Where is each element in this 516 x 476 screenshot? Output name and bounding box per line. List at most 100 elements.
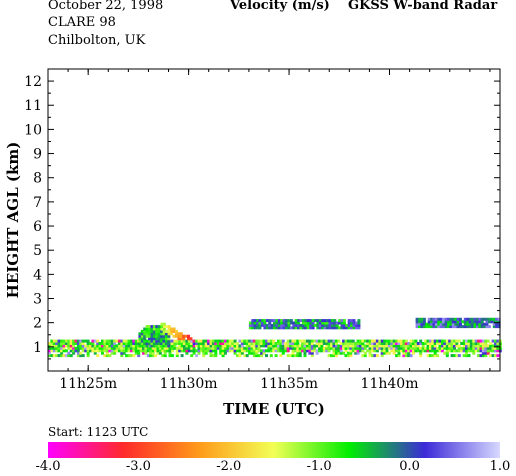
echo-pixel — [160, 344, 164, 348]
echo-pixel — [402, 351, 406, 355]
echo-pixel — [173, 346, 177, 350]
echo-pixel — [373, 349, 377, 353]
echo-pixel — [103, 354, 107, 358]
echo-pixel — [449, 317, 453, 321]
echo-pixel — [327, 342, 331, 345]
y-tick-label: 9 — [33, 147, 42, 163]
echo-pixel — [433, 346, 437, 350]
echo-pixel — [91, 342, 95, 345]
echo-pixel — [120, 339, 124, 343]
echo-pixel — [81, 349, 85, 353]
echo-pixel — [152, 334, 156, 338]
echo-pixel — [304, 319, 308, 323]
echo-pixel — [260, 342, 264, 345]
echo-pixel — [321, 323, 325, 327]
date-label: October 22, 1998 — [48, 0, 164, 13]
echo-pixel — [491, 346, 495, 350]
echo-pixel — [328, 323, 332, 327]
echo-pixel — [157, 325, 161, 329]
echo-pixel — [424, 346, 428, 350]
echo-pixel — [489, 349, 493, 353]
echo-pixel — [289, 326, 293, 330]
echo-pixel — [337, 339, 341, 343]
echo-pixel — [462, 349, 466, 353]
echo-pixel — [291, 342, 295, 345]
echo-pixel — [142, 351, 145, 355]
echo-pixel — [245, 346, 249, 350]
echo-pixel — [269, 342, 273, 345]
echo-pixel — [480, 325, 484, 329]
echo-pixel — [492, 320, 496, 324]
y-tick-label: 4 — [33, 267, 42, 283]
echo-pixel — [428, 344, 432, 348]
echo-pixel — [166, 346, 170, 350]
echo-pixel — [359, 339, 362, 343]
echo-pixel — [485, 320, 489, 324]
echo-pixel — [298, 339, 302, 343]
echo-pixel — [74, 342, 78, 345]
echo-pixel — [275, 323, 279, 327]
echo-pixel — [192, 346, 196, 350]
echo-pixel — [489, 346, 493, 350]
echo-pixel — [311, 326, 315, 330]
echo-pixel — [267, 346, 271, 350]
echo-pixel — [486, 346, 490, 350]
echo-pixel — [62, 339, 66, 343]
echo-pixel — [323, 321, 327, 325]
echo-pixel — [323, 319, 327, 323]
echo-pixel — [316, 319, 320, 323]
echo-pixel — [113, 349, 117, 353]
echo-pixel — [260, 344, 264, 348]
echo-pixel — [143, 342, 147, 345]
echo-pixel — [327, 339, 331, 343]
echo-pixel — [460, 342, 464, 345]
echo-pixel — [274, 349, 278, 353]
echo-pixel — [207, 346, 211, 350]
echo-pixel — [436, 342, 440, 345]
echo-pixel — [175, 339, 179, 343]
echo-pixel — [356, 351, 360, 355]
echo-pixel — [294, 319, 298, 323]
echo-pixel — [303, 354, 307, 358]
echo-pixel — [125, 354, 129, 358]
echo-pixel — [248, 351, 252, 355]
echo-pixel — [202, 342, 206, 345]
echo-pixel — [483, 322, 487, 326]
echo-pixel — [117, 344, 121, 348]
echo-pixel — [183, 346, 186, 350]
echo-pixel — [480, 320, 484, 324]
echo-pixel — [110, 344, 114, 348]
echo-pixel — [311, 323, 315, 327]
echo-pixel — [148, 334, 151, 338]
echo-pixel — [480, 322, 484, 326]
echo-pixel — [243, 346, 247, 350]
echo-pixel — [226, 342, 230, 345]
echo-pixel — [252, 342, 256, 345]
echo-pixel — [301, 339, 305, 343]
echo-pixel — [272, 339, 276, 343]
echo-pixel — [175, 346, 179, 350]
echo-pixel — [265, 339, 268, 343]
echo-pixel — [421, 344, 425, 348]
echo-pixel — [79, 354, 83, 358]
echo-pixel — [209, 346, 213, 350]
echo-pixel — [289, 354, 293, 358]
echo-pixel — [314, 319, 317, 323]
echo-pixel — [183, 342, 186, 345]
echo-pixel — [172, 334, 176, 338]
echo-pixel — [211, 349, 215, 353]
echo-pixel — [332, 342, 336, 345]
echo-pixel — [412, 344, 415, 348]
echo-pixel — [245, 349, 249, 353]
echo-pixel — [192, 344, 196, 348]
echo-pixel — [143, 327, 147, 331]
echo-pixel — [120, 346, 124, 350]
echo-pixel — [445, 354, 449, 358]
echo-pixel — [155, 327, 159, 331]
echo-pixel — [303, 349, 307, 353]
echo-pixel — [316, 323, 320, 327]
echo-pixel — [130, 339, 133, 343]
echo-pixel — [170, 332, 174, 336]
echo-pixel — [385, 346, 389, 350]
echo-pixel — [72, 339, 76, 343]
